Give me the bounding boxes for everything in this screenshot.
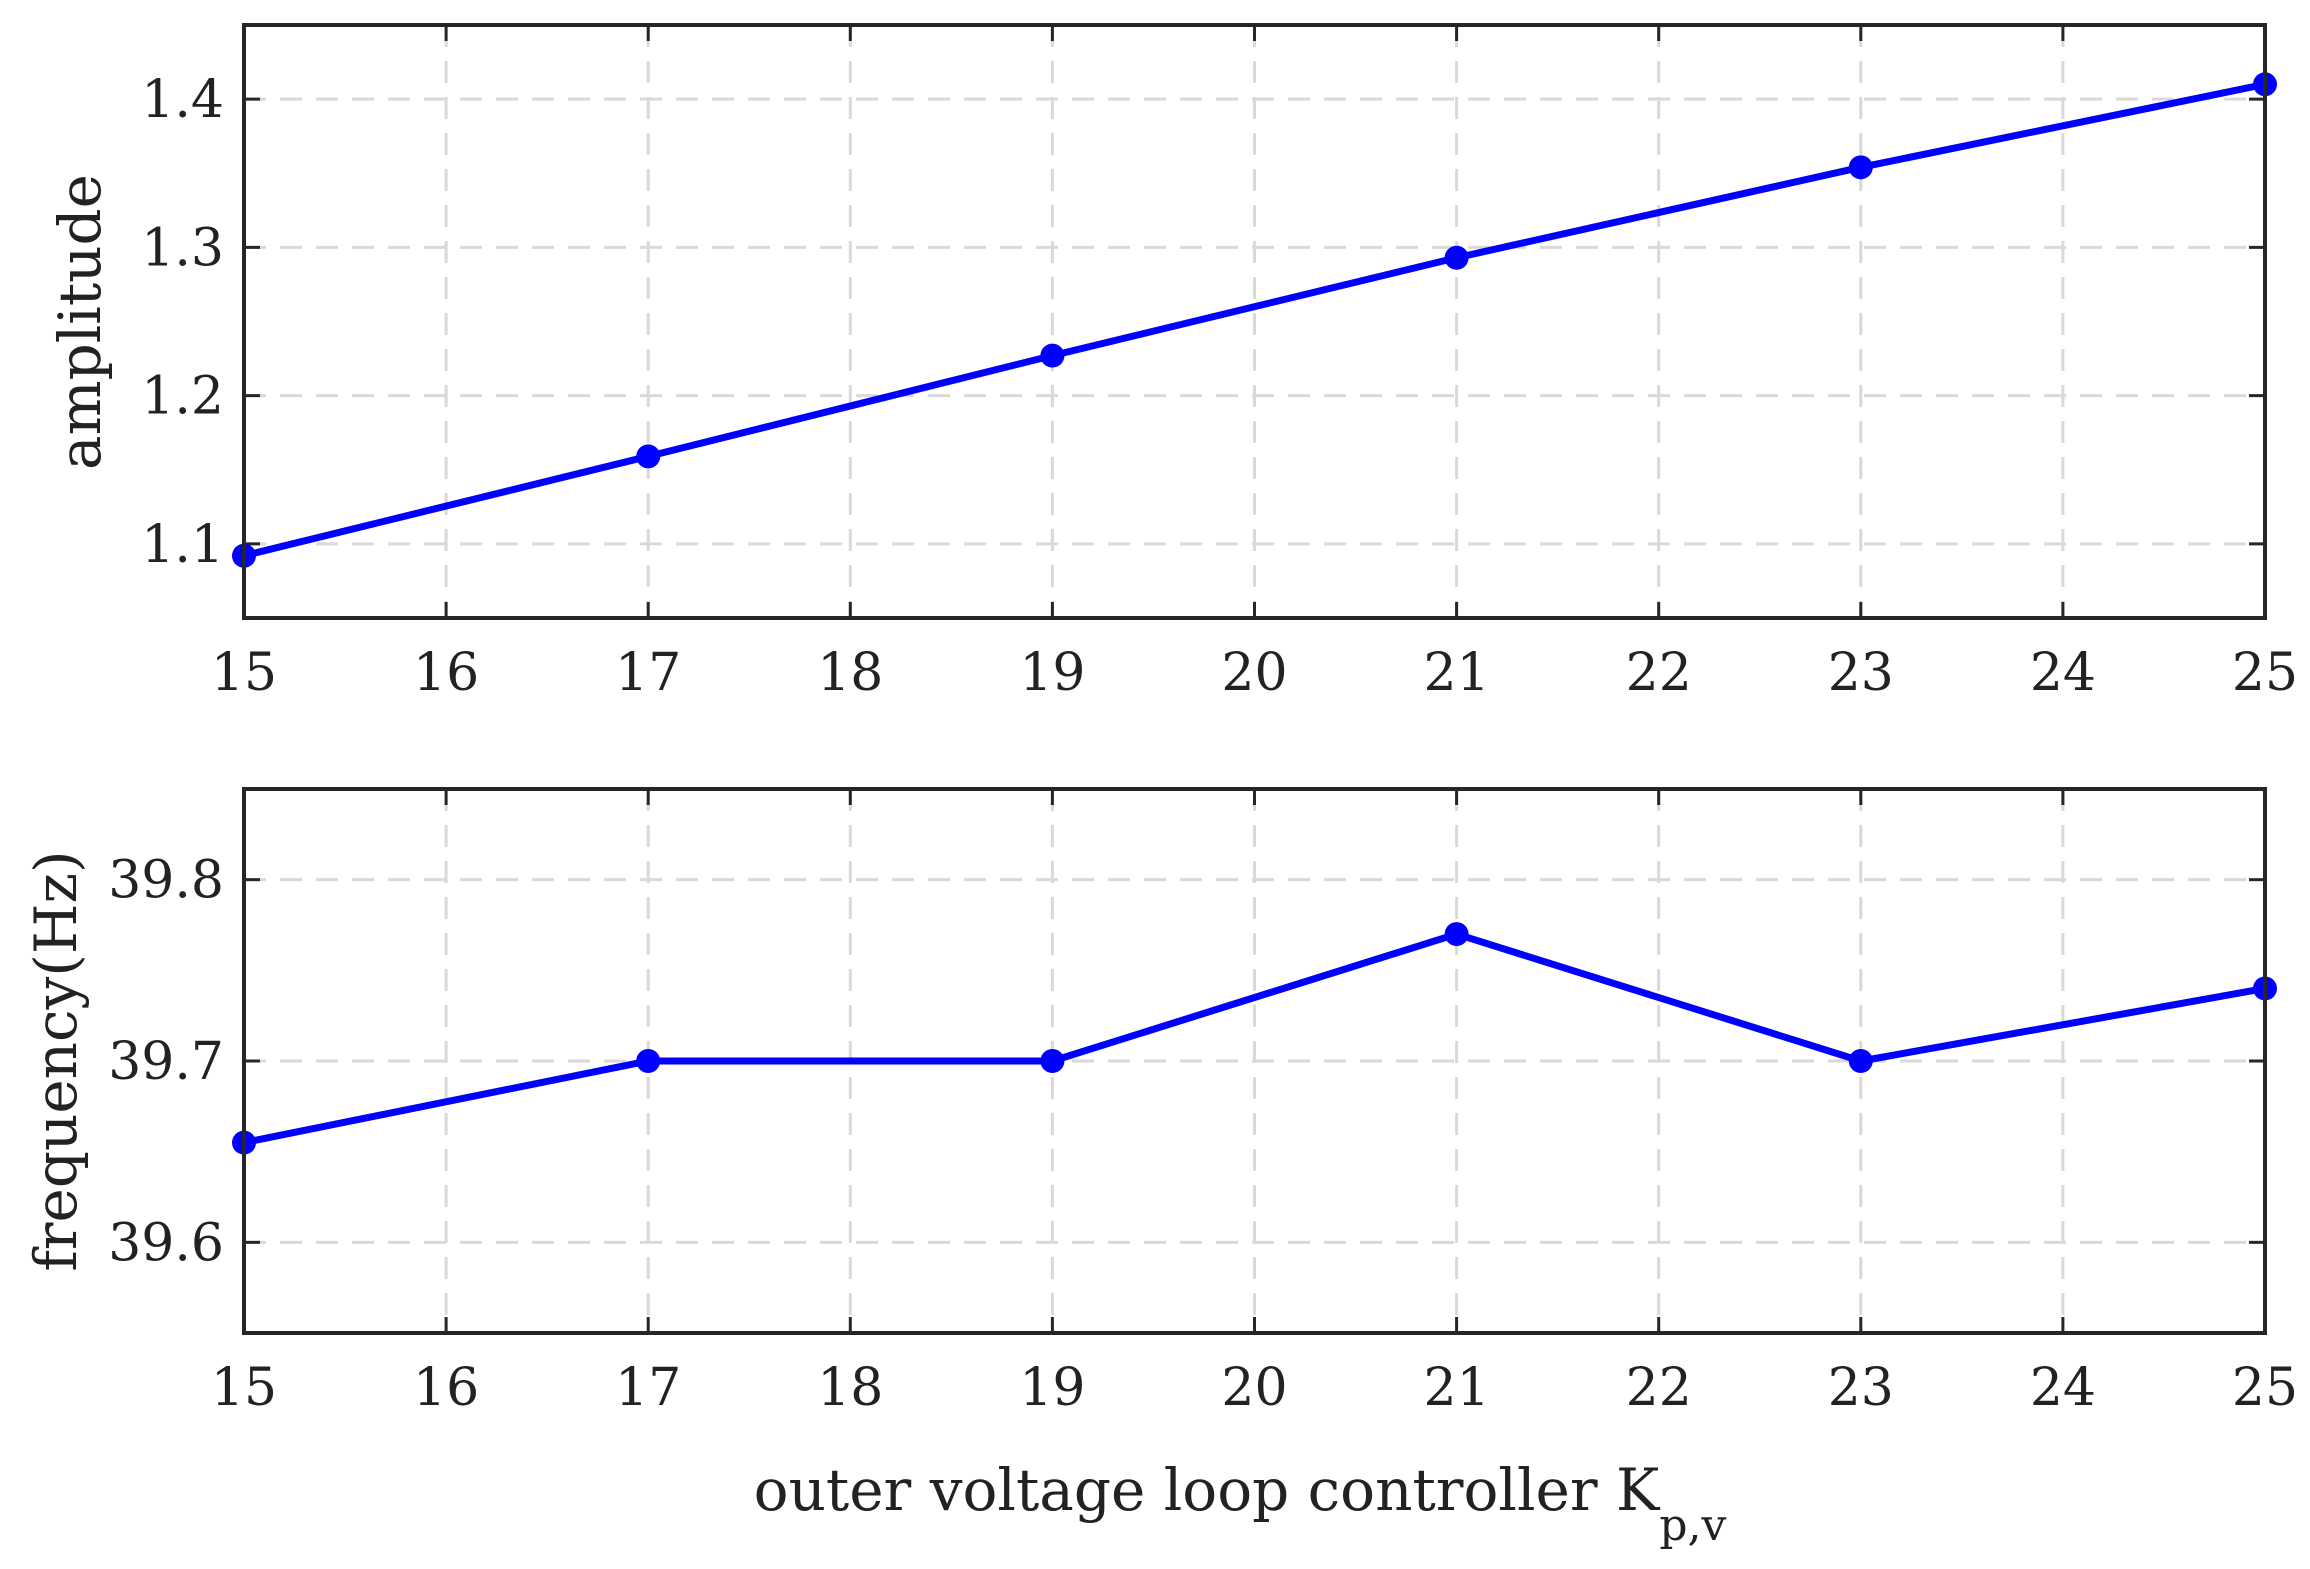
x-axis-label-subscript: p,v (1659, 1500, 1726, 1551)
amplitude-x-tick-label: 19 (1019, 643, 1085, 703)
frequency-series (232, 922, 2277, 1155)
amplitude-x-tick-label: 16 (413, 643, 479, 703)
frequency-x-tick-label: 17 (615, 1358, 681, 1418)
amplitude-y-tick-label: 1.4 (141, 70, 224, 130)
amplitude-data-point (1848, 155, 1873, 180)
amplitude-x-tick-label: 15 (211, 643, 277, 703)
frequency-data-point (636, 1049, 661, 1073)
frequency-x-tick-label: 22 (1626, 1358, 1692, 1418)
x-axis-label-main: outer voltage loop controller K (754, 1456, 1661, 1524)
amplitude-tick-labels: 15 16 17 18 19 20 21 22 23 24 25 1.1 1.2 1.3 1.4 (141, 70, 2298, 703)
frequency-x-tick-label: 16 (413, 1358, 479, 1418)
frequency-x-tick-label: 25 (2232, 1358, 2298, 1418)
amplitude-data-point (636, 444, 661, 469)
frequency-panel: 15 16 17 18 19 20 21 22 23 24 25 39.6 39.7 39.8 frequ… (22, 787, 2298, 1551)
frequency-y-tick-label: 39.8 (108, 851, 224, 911)
amplitude-y-tick-label: 1.2 (141, 367, 224, 427)
frequency-x-tick-label: 20 (1221, 1358, 1287, 1418)
frequency-grid (244, 789, 2265, 1333)
amplitude-panel: 15 16 17 18 19 20 21 22 23 24 25 1.1 1.2 1.3 1.4 ampli… (46, 23, 2298, 703)
frequency-x-tick-label: 18 (817, 1358, 883, 1418)
frequency-y-tick-label: 39.6 (108, 1213, 224, 1273)
amplitude-x-tick-label: 25 (2232, 643, 2298, 703)
amplitude-x-tick-label: 21 (1424, 643, 1490, 703)
amplitude-data-point (1040, 343, 1065, 368)
frequency-tick-labels: 15 16 17 18 19 20 21 22 23 24 25 39.6 39.7 39.8 (108, 851, 2298, 1418)
frequency-x-tick-label: 23 (1828, 1358, 1894, 1418)
frequency-series-line (243, 930, 2266, 1147)
amplitude-x-tick-label: 24 (2030, 643, 2096, 703)
amplitude-grid (244, 25, 2265, 618)
amplitude-x-tick-label: 17 (615, 643, 681, 703)
amplitude-series (232, 72, 2277, 568)
amplitude-x-tick-label: 23 (1828, 643, 1894, 703)
frequency-data-point (1848, 1049, 1873, 1073)
frequency-axes-box (242, 787, 2267, 1335)
amplitude-data-point (1444, 245, 1469, 270)
frequency-x-tick-label: 19 (1019, 1358, 1085, 1418)
amplitude-y-axis-label: amplitude (46, 174, 114, 470)
amplitude-y-tick-label: 1.3 (141, 218, 224, 278)
amplitude-series-line (243, 80, 2266, 560)
amplitude-x-tick-label: 20 (1221, 643, 1287, 703)
frequency-x-tick-label: 15 (211, 1358, 277, 1418)
amplitude-y-tick-label: 1.1 (141, 515, 224, 575)
frequency-x-tick-label: 24 (2030, 1358, 2096, 1418)
frequency-data-point (1444, 922, 1469, 947)
amplitude-ticks (242, 25, 2267, 618)
frequency-x-tick-label: 21 (1424, 1358, 1490, 1418)
amplitude-x-tick-label: 18 (817, 643, 883, 703)
frequency-y-axis-label: frequency(Hz) (22, 850, 90, 1271)
frequency-data-point (1040, 1049, 1065, 1073)
amplitude-axes-box (242, 23, 2267, 620)
frequency-y-tick-label: 39.7 (108, 1032, 224, 1092)
amplitude-x-tick-label: 22 (1626, 643, 1692, 703)
x-axis-label: outer voltage loop controller Kp,v (754, 1456, 1727, 1551)
